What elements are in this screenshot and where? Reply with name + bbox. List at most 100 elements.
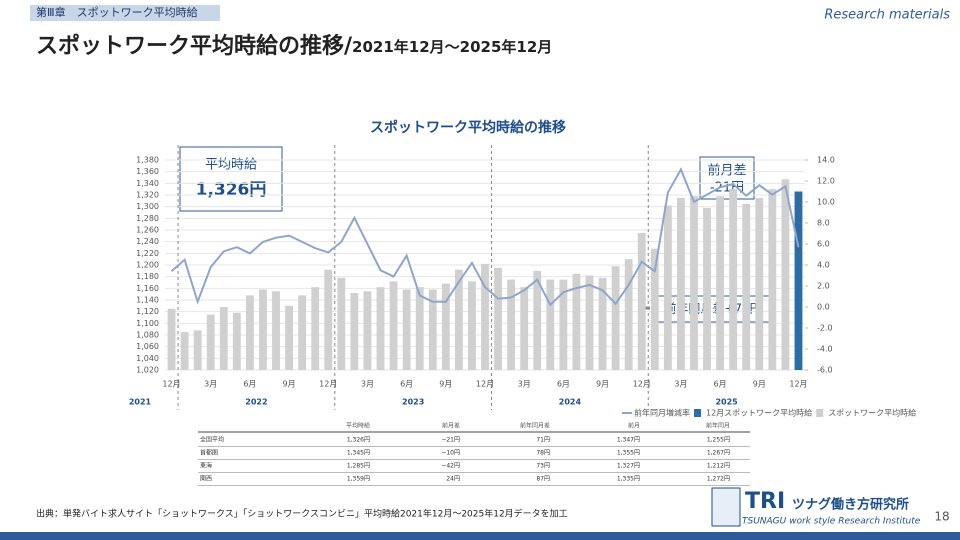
org-en: TSUNAGU work style Research Institute xyxy=(742,517,921,527)
x-tick-label: 6月 xyxy=(714,380,727,389)
y-tick-label: 1,380 xyxy=(136,156,159,165)
x-tick-label: 9月 xyxy=(439,380,452,389)
y2-tick-label: 4.0 xyxy=(817,261,830,270)
bar xyxy=(298,295,307,370)
avg-box xyxy=(179,146,283,212)
y-tick-label: 1,080 xyxy=(136,331,159,340)
bar xyxy=(624,259,633,370)
x-tick-label: 3月 xyxy=(361,380,374,389)
bar xyxy=(690,196,698,370)
legend-label: スポットワーク平均時給 xyxy=(828,408,916,418)
bar xyxy=(794,191,803,370)
table-cell: −21円 xyxy=(441,437,460,444)
bar xyxy=(611,266,620,370)
bar xyxy=(311,287,320,370)
x-tick-label: 12月 xyxy=(633,380,651,389)
table-cell: 1,335円 xyxy=(617,476,640,483)
x-tick-label: 12月 xyxy=(789,380,807,389)
bar xyxy=(546,279,555,370)
year-label: 2024 xyxy=(559,398,582,407)
y-tick-label: 1,120 xyxy=(136,307,159,316)
table-cell: 1,327円 xyxy=(617,463,640,470)
legend-label: 前年同月増減率 xyxy=(634,408,690,418)
bar xyxy=(454,269,463,370)
bar xyxy=(337,277,346,370)
table-cell: 1,212円 xyxy=(707,463,730,470)
x-tick-label: 12月 xyxy=(319,380,337,389)
table-header: 前年同月差 xyxy=(520,422,550,430)
y-tick-label: 1,220 xyxy=(136,249,159,258)
bar xyxy=(402,289,411,370)
bar xyxy=(219,307,228,370)
bar xyxy=(598,277,607,370)
bar xyxy=(285,305,293,370)
table-header: 平均時給 xyxy=(346,422,370,430)
tag: Research materials xyxy=(824,8,950,23)
bar xyxy=(167,308,176,370)
table-cell: 1,345円 xyxy=(347,450,370,457)
bar xyxy=(232,312,241,370)
y-tick-label: 1,060 xyxy=(136,342,159,351)
bar xyxy=(755,197,764,370)
bar xyxy=(781,179,790,370)
bar xyxy=(663,205,672,370)
y-tick-label: 1,160 xyxy=(136,284,159,293)
bottom-band xyxy=(0,532,960,540)
x-tick-label: 9月 xyxy=(596,380,609,389)
x-tick-label: 3月 xyxy=(518,380,531,389)
table-cell: 全国平均 xyxy=(200,436,224,444)
x-tick-label: 12月 xyxy=(162,380,180,389)
bar xyxy=(193,330,202,370)
chart-title: スポットワーク平均時給の推移 xyxy=(370,119,566,136)
y2-tick-label: -4.0 xyxy=(817,345,833,354)
table-cell: −10円 xyxy=(441,450,460,457)
table-cell: 1,285円 xyxy=(347,463,370,470)
bar xyxy=(376,287,385,370)
bar xyxy=(350,293,359,370)
legend-swatch xyxy=(694,409,701,417)
bar xyxy=(520,287,529,370)
x-tick-label: 9月 xyxy=(753,380,766,389)
y-tick-label: 1,340 xyxy=(136,179,159,188)
table-cell: −42円 xyxy=(441,463,460,470)
bar xyxy=(559,279,568,370)
table-cell: 1,347円 xyxy=(617,437,640,444)
bar xyxy=(572,273,581,370)
table-header: 前月差 xyxy=(442,422,460,430)
y-tick-label: 1,300 xyxy=(136,202,159,211)
bar xyxy=(389,281,398,370)
logo-icon xyxy=(711,487,741,527)
logo: TRI xyxy=(745,489,785,514)
bar xyxy=(585,275,594,370)
table-cell: 73円 xyxy=(536,463,550,470)
bar xyxy=(650,248,659,370)
subtitle: 2021年12月～2025年12月 xyxy=(352,38,552,56)
table-cell: 71円 xyxy=(536,437,550,444)
year-label: 2023 xyxy=(402,398,424,407)
y2-tick-label: 10.0 xyxy=(817,198,835,207)
y-tick-label: 1,360 xyxy=(136,167,159,176)
legend-swatch xyxy=(816,409,824,417)
year-label: 2021 xyxy=(129,398,152,407)
y-tick-label: 1,040 xyxy=(136,354,159,363)
bar xyxy=(507,279,516,370)
bar xyxy=(259,289,267,370)
table-cell: 87円 xyxy=(536,476,550,483)
page-number: 18 xyxy=(934,510,949,524)
org-jp: ツナグ働き方研究所 xyxy=(792,497,909,513)
mom-box xyxy=(699,156,755,200)
y-tick-label: 1,320 xyxy=(136,191,159,200)
table-cell: 78円 xyxy=(536,450,550,457)
y2-tick-label: 6.0 xyxy=(817,240,830,249)
y-tick-label: 1,240 xyxy=(136,237,159,246)
y2-tick-label: 12.0 xyxy=(817,177,835,186)
bar xyxy=(677,197,685,370)
table-cell: 24円 xyxy=(446,476,460,483)
source: 出典：単発バイト求人サイト「ショットワークス」「ショットワークスコンビニ」平均時… xyxy=(36,508,568,520)
bar xyxy=(206,314,215,370)
title-main: スポットワーク平均時給の推移/ xyxy=(36,33,353,59)
bar xyxy=(637,232,646,370)
bar xyxy=(703,207,711,370)
bar xyxy=(272,291,280,370)
table-cell: 東海 xyxy=(200,462,212,470)
